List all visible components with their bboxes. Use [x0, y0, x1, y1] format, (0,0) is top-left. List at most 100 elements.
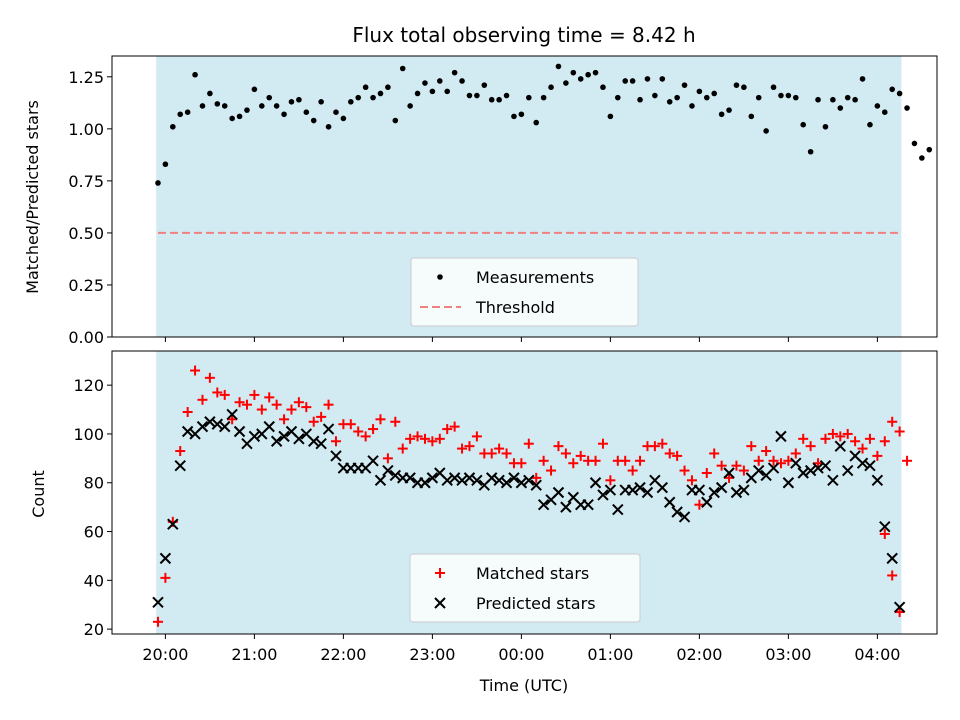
measurement-point: [273, 103, 280, 109]
matched-star-point: [701, 467, 712, 478]
measurement-point: [711, 90, 718, 97]
ratio-y-tick-label: 1.00: [68, 120, 104, 139]
measurement-point: [444, 88, 451, 95]
count-y-tick-label: 120: [73, 376, 104, 395]
matched-star-point: [190, 365, 201, 376]
measurement-point: [511, 113, 517, 120]
measurement-point: [407, 103, 413, 109]
measurement-point: [355, 94, 362, 101]
predicted-star-point: [382, 464, 394, 477]
matched-star-point: [293, 397, 304, 408]
matched-star-point: [590, 455, 601, 466]
matched-star-point: [464, 441, 475, 452]
time-x-axis-label: Time (UTC): [479, 676, 568, 695]
matched-star-point: [731, 460, 742, 471]
count-panel: 20 40 60 80 100 120 20:00 21:00 22:00 23:00 00:00…: [29, 350, 938, 695]
count-legend-box: [409, 553, 641, 623]
measurement-point: [563, 80, 569, 86]
matched-star-point: [657, 438, 668, 449]
predicted-star-point: [797, 467, 809, 479]
matched-star-point: [382, 453, 393, 464]
predicted-star-point: [819, 459, 832, 472]
measurement-point: [466, 92, 473, 99]
matched-star-point: [212, 387, 223, 398]
predicted-star-point: [812, 462, 824, 474]
measurement-point: [503, 92, 510, 99]
predicted-star-point: [834, 440, 846, 452]
measurement-point: [348, 98, 354, 105]
matched-star-point: [597, 438, 608, 449]
measurement-point: [518, 111, 525, 118]
predicted-star-point: [678, 511, 691, 523]
matched-star-point: [813, 458, 824, 469]
measurement-point: [859, 76, 866, 82]
predicted-star-point: [226, 408, 238, 421]
measurement-point: [362, 84, 369, 91]
predicted-star-point: [775, 430, 787, 443]
predicted-star-point: [374, 474, 387, 487]
predicted-star-point: [219, 420, 231, 433]
predicted-star-point: [767, 462, 780, 474]
measurement-point: [926, 146, 933, 153]
threshold-legend-label: Threshold: [475, 298, 555, 317]
ratio-y-tick-label: 1.25: [68, 68, 104, 87]
matched-star-point: [761, 446, 772, 457]
predicted-star-point: [879, 520, 891, 533]
predicted-star-point: [715, 481, 728, 494]
measurement-point: [881, 109, 888, 115]
predicted-star-point: [723, 467, 735, 479]
predicted-star-point: [448, 472, 461, 484]
matched-star-point: [546, 465, 557, 476]
matched-star-point: [709, 448, 720, 459]
predicted-star-point: [330, 450, 342, 462]
predicted-star-point: [523, 474, 535, 487]
measurement-point: [540, 94, 547, 101]
count-y-tick-label: 60: [84, 523, 104, 542]
measurement-point: [177, 111, 184, 118]
matched-star-point: [716, 460, 727, 471]
predicted-star-point: [426, 472, 439, 484]
matched-star-point: [850, 436, 861, 447]
predicted-star-point: [515, 477, 528, 489]
matched-star-point: [368, 424, 379, 435]
matched-star-point: [560, 448, 571, 459]
predicted-legend-marker: [434, 597, 446, 609]
measurement-point: [310, 117, 317, 124]
measurement-point: [377, 90, 384, 97]
measurement-point: [644, 76, 651, 82]
matched-star-point: [323, 399, 334, 410]
count-y-tick-label: 20: [84, 620, 104, 639]
measurement-point: [770, 84, 777, 91]
count-legend: Matched stars Predicted stars: [409, 553, 641, 623]
predicted-star-point: [664, 496, 676, 508]
measurement-point: [244, 107, 250, 113]
predicted-star-point: [456, 474, 468, 487]
measurement-point: [807, 148, 814, 155]
predicted-star-point: [841, 464, 854, 477]
ratio-axes-frame: [111, 55, 938, 338]
matched-star-point: [271, 399, 282, 410]
predicted-star-point: [582, 498, 594, 511]
measurement-point: [607, 113, 614, 120]
measurement-point: [259, 103, 265, 109]
predicted-star-point: [419, 477, 431, 489]
measurement-point: [637, 96, 643, 103]
measurement-point: [837, 105, 844, 111]
measurement-point: [414, 90, 421, 97]
matched-star-point: [397, 443, 408, 454]
matched-star-point: [279, 414, 290, 425]
measurement-point: [896, 90, 903, 97]
predicted-star-point: [701, 496, 713, 508]
predicted-star-point: [441, 474, 453, 487]
predicted-star-point: [753, 464, 765, 477]
predicted-star-point: [500, 477, 513, 489]
matched-star-point: [686, 475, 697, 486]
predicted-star-point: [730, 486, 743, 499]
measurement-point: [548, 84, 554, 91]
measurement-point: [703, 94, 710, 101]
measurement-point: [488, 96, 495, 103]
matched-star-point: [152, 616, 163, 627]
predicted-legend-cross: [434, 597, 446, 609]
measurement-point: [889, 86, 896, 93]
